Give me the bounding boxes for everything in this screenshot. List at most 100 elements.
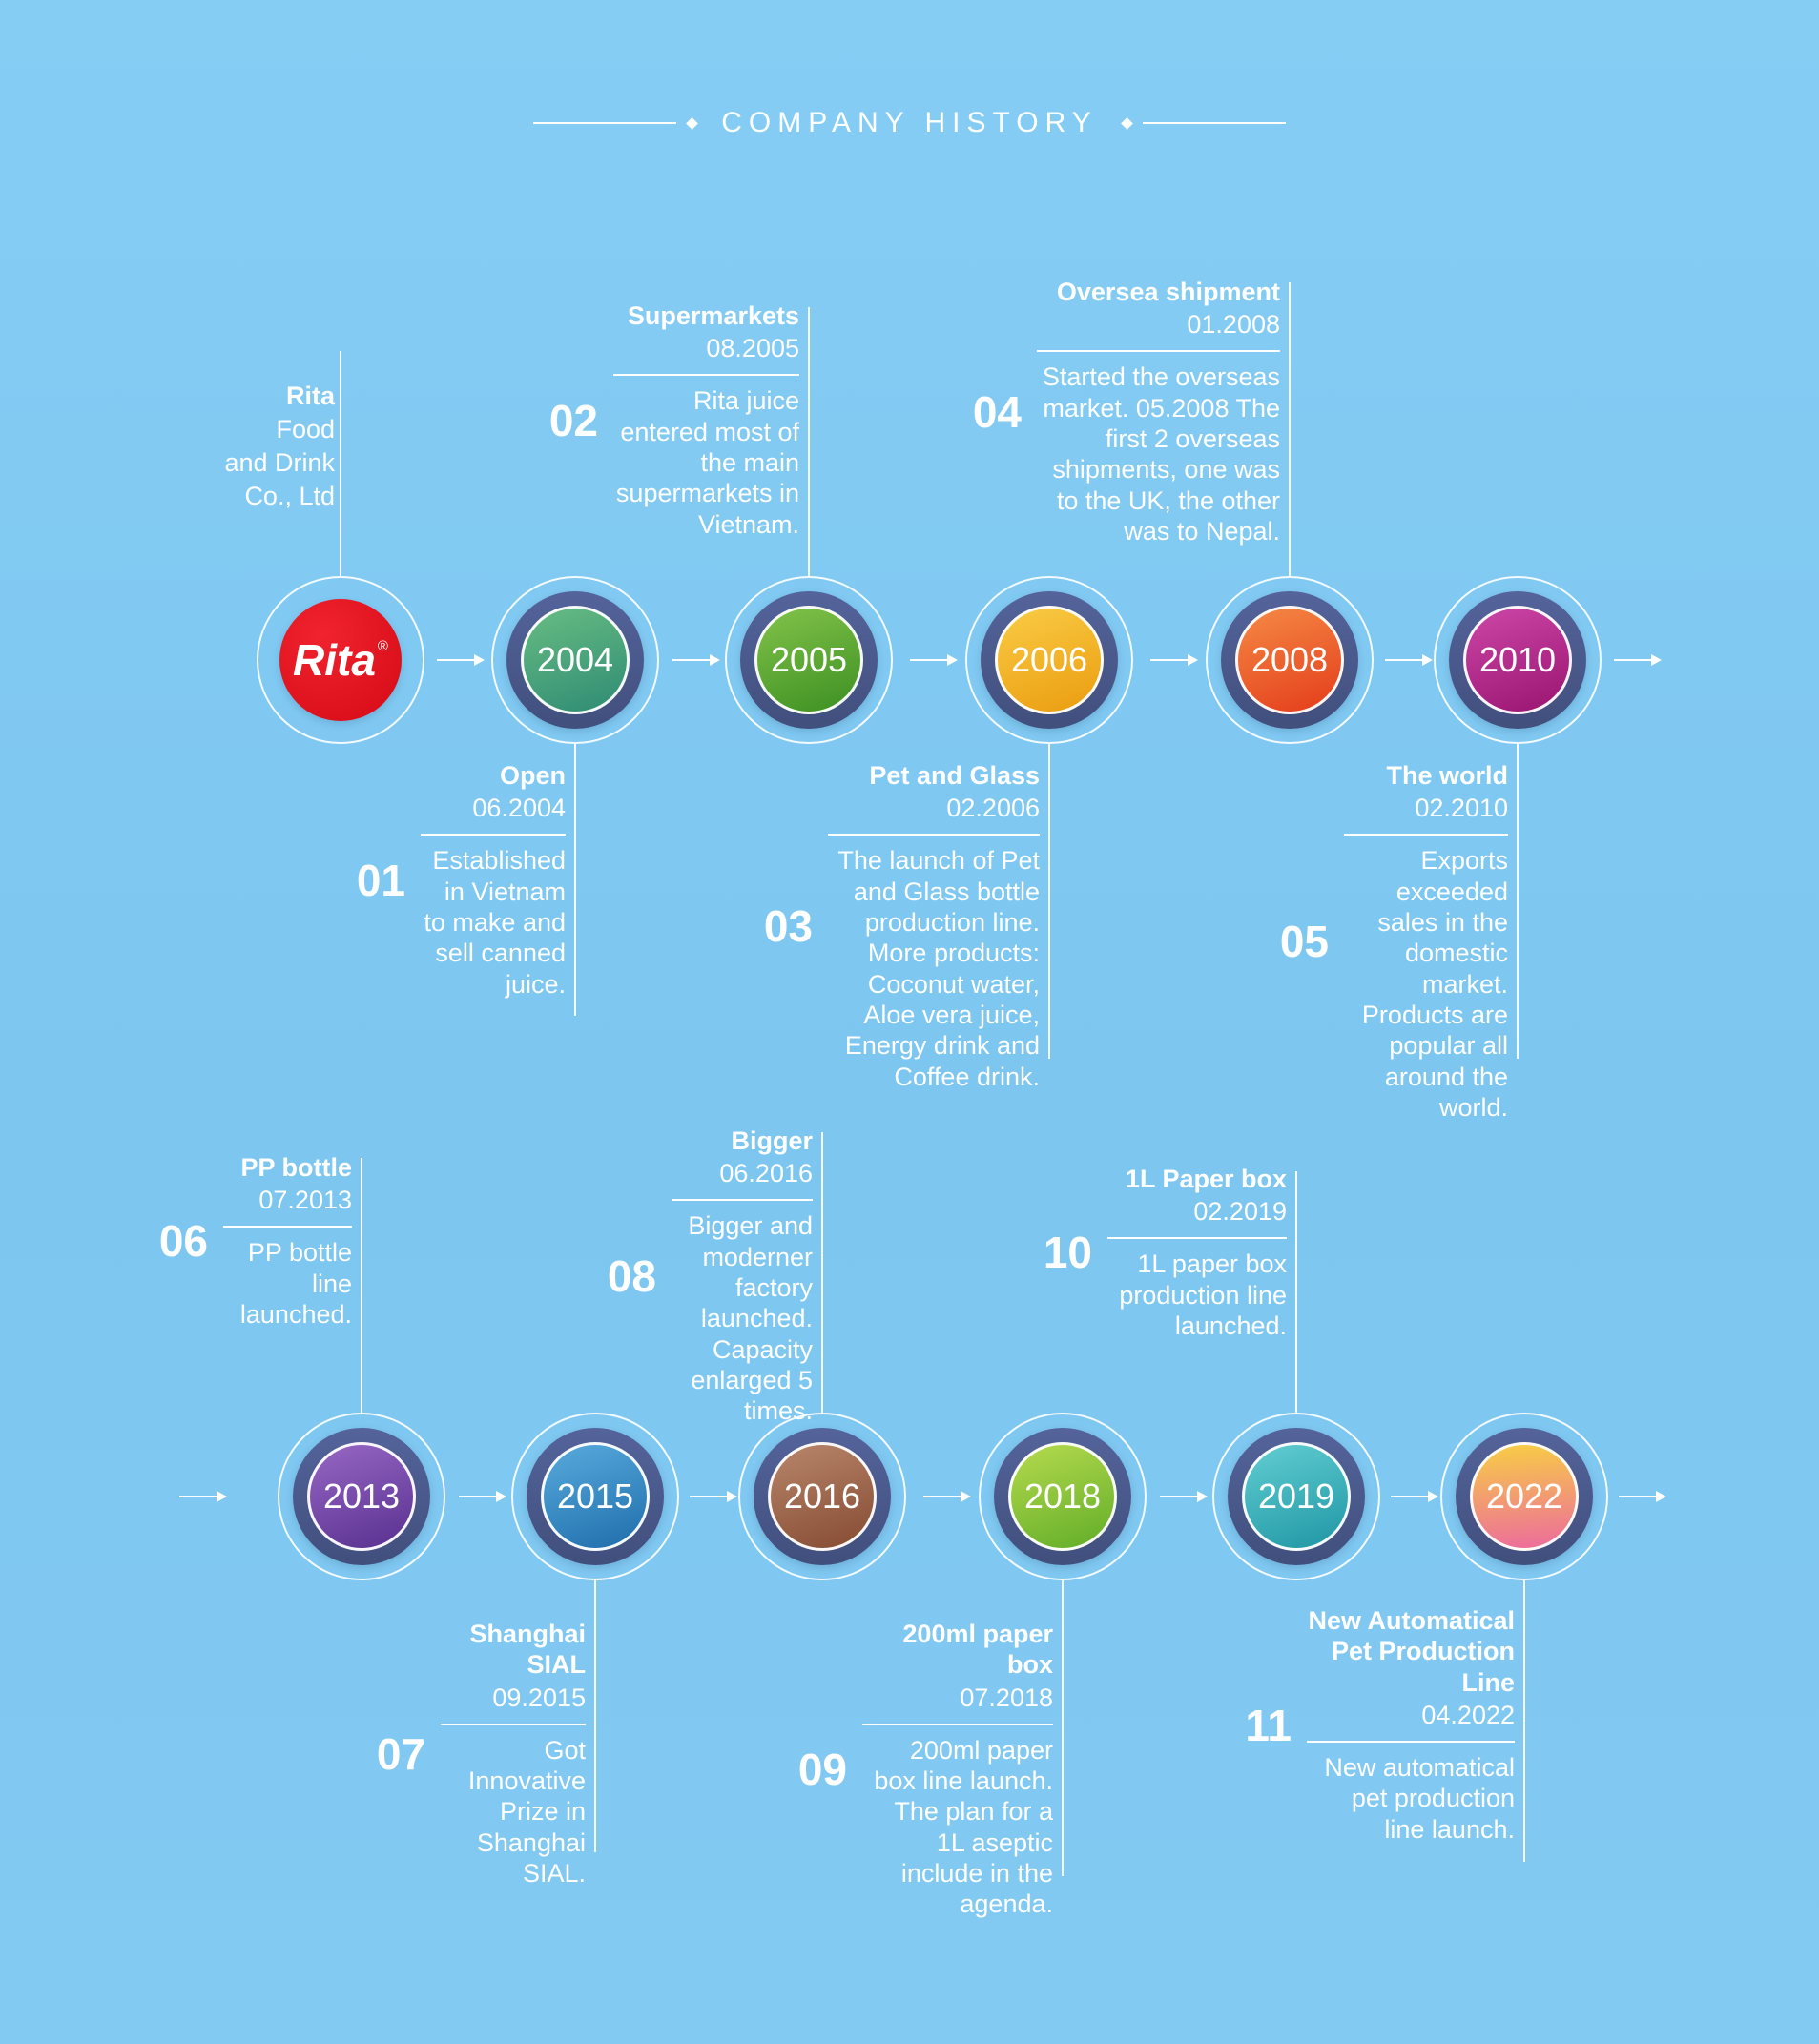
- node-outer-arc: [1212, 1413, 1380, 1580]
- event-number: 10: [1043, 1228, 1092, 1278]
- header: COMPANY HISTORY: [0, 107, 1819, 139]
- connector-line-09: [1062, 1580, 1064, 1876]
- event-text: New Automatical Pet Production Line 04.2…: [1307, 1605, 1515, 1845]
- event-description: Bigger and moderner factory launched. Ca…: [688, 1211, 813, 1426]
- event-number: 01: [356, 855, 405, 905]
- event-divider: [1344, 834, 1508, 836]
- event-date: 09.2015: [492, 1683, 586, 1712]
- event-text: PP bottle 07.2013 PP bottle line launche…: [223, 1152, 352, 1330]
- node-outer-arc: [738, 1413, 906, 1580]
- event-number: 08: [607, 1250, 656, 1301]
- connector-line-04: [1289, 282, 1291, 576]
- node-outer-arc: [491, 576, 659, 744]
- event-number: 05: [1279, 917, 1329, 967]
- event-title: PP bottle: [240, 1153, 352, 1182]
- event-description: 1L paper box production line launched.: [1119, 1249, 1287, 1340]
- event-block-11-new-pet-line: 11 New Automatical Pet Production Line 0…: [1245, 1605, 1515, 1845]
- connector-line-08: [821, 1132, 823, 1413]
- event-title: Open: [499, 761, 566, 790]
- timeline-node-2005: 2005: [725, 576, 893, 744]
- node-outer-arc: [1206, 576, 1374, 744]
- timeline-node-2016: 2016: [738, 1413, 906, 1580]
- flow-arrow: [672, 654, 720, 666]
- flow-arrow: [179, 1491, 227, 1502]
- event-divider: [421, 834, 566, 836]
- event-divider: [613, 374, 799, 377]
- event-title: Oversea shipment: [1056, 278, 1280, 306]
- node-outer-arc: [725, 576, 893, 744]
- event-date: 06.2016: [719, 1159, 813, 1188]
- page-title: COMPANY HISTORY: [721, 107, 1098, 138]
- connector-line-06: [361, 1158, 362, 1413]
- event-divider: [1107, 1237, 1287, 1240]
- timeline-node-2013: 2013: [278, 1413, 445, 1580]
- event-block-07-shanghai-sial: 07 Shanghai SIAL 09.2015 Got Innovative …: [377, 1619, 586, 1889]
- timeline-node-2015: 2015: [511, 1413, 679, 1580]
- event-title: 1L Paper box: [1125, 1165, 1287, 1193]
- connector-line-05: [1517, 744, 1519, 1059]
- event-description: Started the overseas market. 05.2008 The…: [1042, 362, 1280, 547]
- event-title: Bigger: [731, 1126, 813, 1155]
- event-description: Rita juice entered most of the main supe…: [615, 386, 799, 539]
- node-outer-arc: [965, 576, 1133, 744]
- node-outer-arc: [511, 1413, 679, 1580]
- event-title: New Automatical Pet Production Line: [1308, 1606, 1515, 1697]
- event-divider: [672, 1199, 813, 1202]
- event-date: 07.2013: [258, 1186, 352, 1215]
- event-description: PP bottle line launched.: [239, 1238, 352, 1329]
- node-outer-arc: [257, 576, 424, 744]
- event-number: 04: [972, 386, 1022, 437]
- event-number: 07: [376, 1728, 425, 1779]
- event-block-02-supermarkets: 02 Supermarkets 08.2005 Rita juice enter…: [549, 300, 799, 540]
- connector-line-01: [574, 744, 576, 1016]
- flow-arrow: [1160, 1491, 1208, 1502]
- node-outer-arc: [1440, 1413, 1608, 1580]
- event-divider: [828, 834, 1040, 836]
- event-number: 11: [1245, 1700, 1292, 1750]
- event-date: 02.2010: [1415, 794, 1508, 823]
- event-text: 1L Paper box 02.2019 1L paper box produc…: [1107, 1164, 1287, 1341]
- event-date: 01.2008: [1187, 310, 1280, 340]
- event-text: Shanghai SIAL 09.2015 Got Innovative Pri…: [441, 1619, 586, 1889]
- event-description: The launch of Pet and Glass bottle produ…: [837, 846, 1040, 1091]
- flow-arrow: [1391, 1491, 1438, 1502]
- event-number: 03: [763, 901, 813, 952]
- event-date: 02.2006: [946, 794, 1040, 823]
- flow-arrow: [923, 1491, 971, 1502]
- event-block-09-200ml-paper-box: 09 200ml paper box 07.2018 200ml paper b…: [798, 1619, 1053, 1920]
- brand-label: Rita Food and Drink Co., Ltd: [224, 380, 335, 513]
- node-outer-arc: [1434, 576, 1602, 744]
- event-block-05-the-world: 05 The world 02.2010 Exports exceeded sa…: [1280, 760, 1508, 1124]
- event-text: 200ml paper box 07.2018 200ml paper box …: [862, 1619, 1053, 1920]
- event-block-01-open: 01 Open 06.2004 Established in Vietnam t…: [357, 760, 566, 1000]
- deco-line-right: [1142, 122, 1286, 124]
- timeline-node-2019: 2019: [1212, 1413, 1380, 1580]
- timeline-node-2022: 2022: [1440, 1413, 1608, 1580]
- event-block-08-bigger: 08 Bigger 06.2016 Bigger and moderner fa…: [608, 1125, 813, 1427]
- event-title: Supermarkets: [627, 301, 799, 330]
- flow-arrow: [1150, 654, 1198, 666]
- event-block-03-pet-and-glass: 03 Pet and Glass 02.2006 The launch of P…: [764, 760, 1040, 1092]
- event-title: Shanghai SIAL: [469, 1620, 586, 1680]
- event-description: 200ml paper box line launch. The plan fo…: [874, 1735, 1053, 1919]
- event-divider: [862, 1723, 1053, 1725]
- node-outer-arc: [278, 1413, 445, 1580]
- event-description: Established in Vietnam to make and sell …: [424, 846, 566, 999]
- connector-line-11: [1523, 1580, 1525, 1862]
- event-date: 08.2005: [706, 334, 799, 363]
- event-number: 06: [158, 1216, 208, 1267]
- event-text: Bigger 06.2016 Bigger and moderner facto…: [672, 1125, 813, 1427]
- event-date: 04.2022: [1421, 1701, 1515, 1730]
- event-date: 07.2018: [960, 1683, 1053, 1712]
- event-divider: [1307, 1740, 1515, 1743]
- flow-arrow: [1614, 654, 1662, 666]
- event-description: New automatical pet production line laun…: [1324, 1752, 1515, 1844]
- event-text: Oversea shipment 01.2008 Started the ove…: [1037, 277, 1280, 547]
- deco-diamond-right: [1120, 116, 1133, 130]
- flow-arrow: [459, 1491, 506, 1502]
- event-text: The world 02.2010 Exports exceeded sales…: [1344, 760, 1508, 1124]
- brand-label-line: Food: [276, 415, 335, 444]
- event-divider: [223, 1226, 352, 1228]
- timeline-node-2006: 2006: [965, 576, 1133, 744]
